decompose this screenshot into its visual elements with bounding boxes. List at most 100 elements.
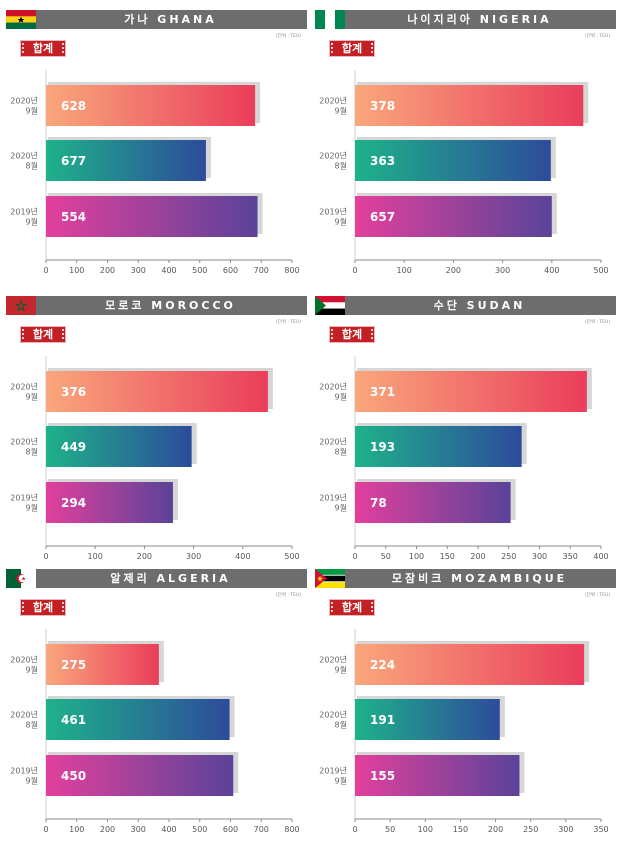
morocco-flag-icon <box>6 296 36 315</box>
bar-value-label: 155 <box>370 769 395 783</box>
chart-title: 수단 SUDAN <box>315 296 616 315</box>
total-badge: 합계 <box>20 40 66 57</box>
bar-value-label: 376 <box>61 385 86 399</box>
bar-plot: 0 100 200 300 400 5003762020년9월4492020년8월2942… <box>10 356 300 561</box>
x-tick-label: 300 <box>495 266 510 275</box>
category-label-month: 8월 <box>335 447 347 457</box>
x-tick-label: 350 <box>563 552 578 561</box>
x-tick-label: 500 <box>593 266 608 275</box>
category-label-month: 9월 <box>335 392 347 402</box>
bar-plot: 0 100 200 300 400 500 600 700 8006282020년9월67720… <box>10 70 300 275</box>
unit-label: (단위 : TEU) <box>275 34 301 39</box>
total-badge: 합계 <box>329 599 375 616</box>
category-label-month: 9월 <box>26 776 38 786</box>
category-label-year: 2020년 <box>10 710 38 720</box>
category-label-month: 9월 <box>335 665 347 675</box>
category-label-month: 8월 <box>335 720 347 730</box>
x-tick-label: 150 <box>453 825 468 834</box>
category-label-month: 9월 <box>335 106 347 116</box>
x-tick-label: 600 <box>223 266 238 275</box>
bar <box>355 371 587 412</box>
x-tick-label: 300 <box>532 552 547 561</box>
bar-value-label: 628 <box>61 99 86 113</box>
x-tick-label: 0 <box>352 825 357 834</box>
category-label-month: 9월 <box>26 665 38 675</box>
x-tick-label: 500 <box>192 266 207 275</box>
bar <box>46 426 192 467</box>
bar-value-label: 224 <box>370 658 395 672</box>
bar-value-label: 677 <box>61 154 86 168</box>
category-label-year: 2020년 <box>319 655 347 665</box>
total-badge: 합계 <box>20 599 66 616</box>
x-tick-label: 100 <box>88 552 103 561</box>
x-tick-label: 500 <box>284 552 299 561</box>
bar <box>46 755 234 796</box>
bar <box>355 196 552 237</box>
x-tick-label: 400 <box>161 825 176 834</box>
x-tick-label: 100 <box>409 552 424 561</box>
chart-title: 나이지리아 NIGERIA <box>315 10 616 29</box>
sudan-flag-icon <box>315 296 345 315</box>
x-tick-label: 500 <box>192 825 207 834</box>
x-tick-label: 100 <box>69 825 84 834</box>
total-badge: 합계 <box>329 326 375 343</box>
category-label-month: 8월 <box>26 447 38 457</box>
chart-title: 모잠비크 MOZAMBIQUE <box>315 569 616 588</box>
x-tick-label: 150 <box>440 552 455 561</box>
bar-value-label: 449 <box>61 440 86 454</box>
bar-value-label: 461 <box>61 713 86 727</box>
category-label-year: 2020년 <box>319 151 347 161</box>
x-tick-label: 100 <box>397 266 412 275</box>
category-label-month: 8월 <box>26 161 38 171</box>
total-badge: 합계 <box>20 326 66 343</box>
bar <box>355 482 511 523</box>
ghana-flag-icon <box>6 10 36 29</box>
x-tick-label: 300 <box>131 825 146 834</box>
bar-value-label: 371 <box>370 385 395 399</box>
chart-panel-mozambique: 모잠비크 MOZAMBIQUE (단위 : TEU) 합계 0 50 100 150 2… <box>315 569 616 844</box>
bar <box>46 371 268 412</box>
category-label-year: 2020년 <box>10 655 38 665</box>
x-tick-label: 300 <box>186 552 201 561</box>
x-tick-label: 350 <box>593 825 608 834</box>
x-tick-label: 300 <box>558 825 573 834</box>
category-label-year: 2019년 <box>319 766 347 776</box>
category-label-month: 9월 <box>335 776 347 786</box>
bar-value-label: 554 <box>61 210 86 224</box>
category-label-year: 2019년 <box>319 493 347 503</box>
bar-value-label: 450 <box>61 769 86 783</box>
bar <box>46 140 206 181</box>
category-label-year: 2020년 <box>10 151 38 161</box>
chart-title: 알제리 ALGERIA <box>6 569 307 588</box>
bar-value-label: 78 <box>370 496 387 510</box>
chart-panel-sudan: 수단 SUDAN (단위 : TEU) 합계 0 50 100 150 200 250 30… <box>315 296 616 571</box>
x-tick-label: 300 <box>131 266 146 275</box>
bar <box>46 699 230 740</box>
x-tick-label: 0 <box>43 266 48 275</box>
bar-plot: 0 100 200 300 400 500 600 700 8002752020년9월46120… <box>10 629 300 834</box>
bar-value-label: 657 <box>370 210 395 224</box>
bar <box>46 196 258 237</box>
chart-title: 모로코 MOROCCO <box>6 296 307 315</box>
bar <box>355 85 584 126</box>
bar-plot: 0 100 200 300 400 5003782020년9월3632020년8월6572… <box>319 70 609 275</box>
x-tick-label: 200 <box>488 825 503 834</box>
category-label-month: 9월 <box>335 503 347 513</box>
category-label-year: 2020년 <box>319 96 347 106</box>
x-tick-label: 200 <box>100 825 115 834</box>
category-label-year: 2019년 <box>10 207 38 217</box>
bar-value-label: 294 <box>61 496 86 510</box>
unit-label: (단위 : TEU) <box>584 34 610 39</box>
bar <box>355 755 520 796</box>
bar <box>46 644 159 685</box>
mozambique-flag-icon <box>315 569 345 588</box>
x-tick-label: 250 <box>501 552 516 561</box>
x-tick-label: 0 <box>43 552 48 561</box>
bar-plot: 0 50 100 150 200 250 300 3502242020년9월1912020년8… <box>319 629 609 834</box>
bar-value-label: 275 <box>61 658 86 672</box>
x-tick-label: 100 <box>418 825 433 834</box>
bar-value-label: 363 <box>370 154 395 168</box>
bar-value-label: 193 <box>370 440 395 454</box>
category-label-year: 2020년 <box>319 710 347 720</box>
bar <box>355 644 585 685</box>
